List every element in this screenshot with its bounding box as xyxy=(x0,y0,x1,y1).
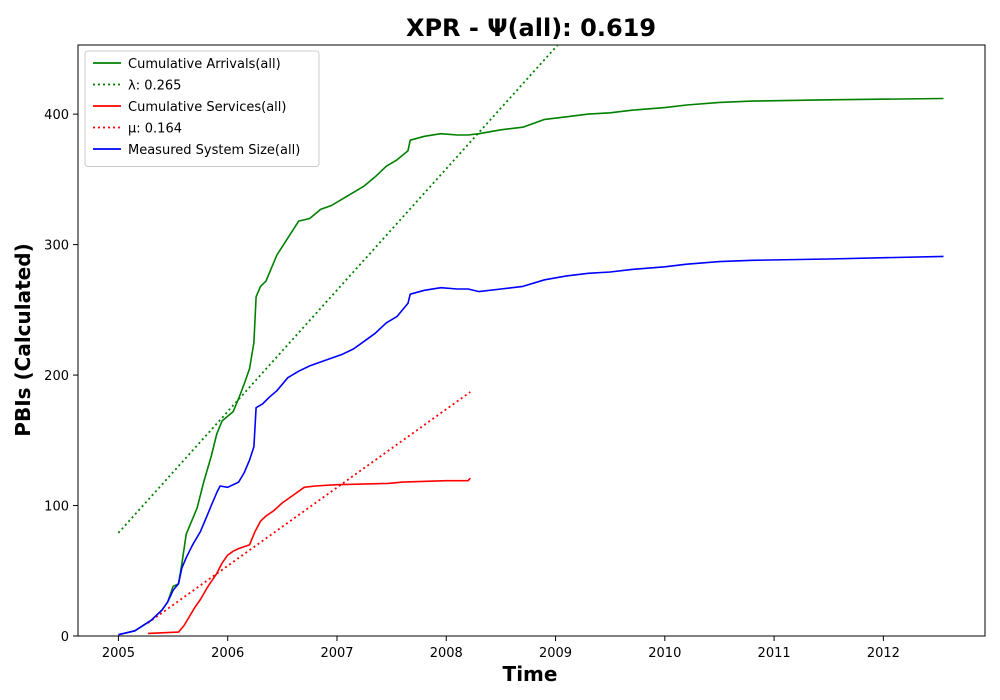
x-tick-label: 2006 xyxy=(211,646,244,661)
x-tick-label: 2009 xyxy=(539,646,572,661)
legend-label: Cumulative Arrivals(all) xyxy=(128,57,281,72)
legend-box xyxy=(84,50,320,167)
legend: Cumulative Arrivals(all) λ: 0.265 Cumulati… xyxy=(84,50,320,167)
x-tick-label: 2007 xyxy=(320,646,353,661)
y-tick-label: 300 xyxy=(44,239,69,254)
series-line-2 xyxy=(147,477,471,635)
y-tick-label: 400 xyxy=(44,108,69,123)
x-tick-label: 2011 xyxy=(758,646,791,661)
series-layer xyxy=(117,45,944,636)
legend-label: λ: 0.265 xyxy=(128,79,181,94)
x-axis: 2005 2006 2007 2008 2009 2010 2011 2012 xyxy=(102,636,900,661)
x-tick-label: 2010 xyxy=(648,646,681,661)
y-tick-label: 100 xyxy=(44,500,69,515)
y-tick-label: 200 xyxy=(44,369,69,384)
x-tick-label: 2012 xyxy=(867,646,900,661)
legend-label: μ: 0.164 xyxy=(128,122,182,137)
chart-title: XPR - Ψ(all): 0.619 xyxy=(406,14,656,42)
y-axis: 0 100 200 300 400 xyxy=(44,108,78,645)
series-line-0 xyxy=(118,97,944,636)
series-line-3 xyxy=(147,391,471,624)
x-tick-label: 2008 xyxy=(430,646,463,661)
x-tick-label: 2005 xyxy=(102,646,135,661)
y-axis-title: PBIs (Calculated) xyxy=(11,243,35,436)
x-axis-title: Time xyxy=(503,662,558,686)
legend-label: Cumulative Services(all) xyxy=(128,100,286,115)
y-tick-label: 0 xyxy=(61,630,69,645)
legend-label: Measured System Size(all) xyxy=(128,143,300,158)
plot-area xyxy=(77,44,986,637)
series-line-4 xyxy=(118,255,944,636)
